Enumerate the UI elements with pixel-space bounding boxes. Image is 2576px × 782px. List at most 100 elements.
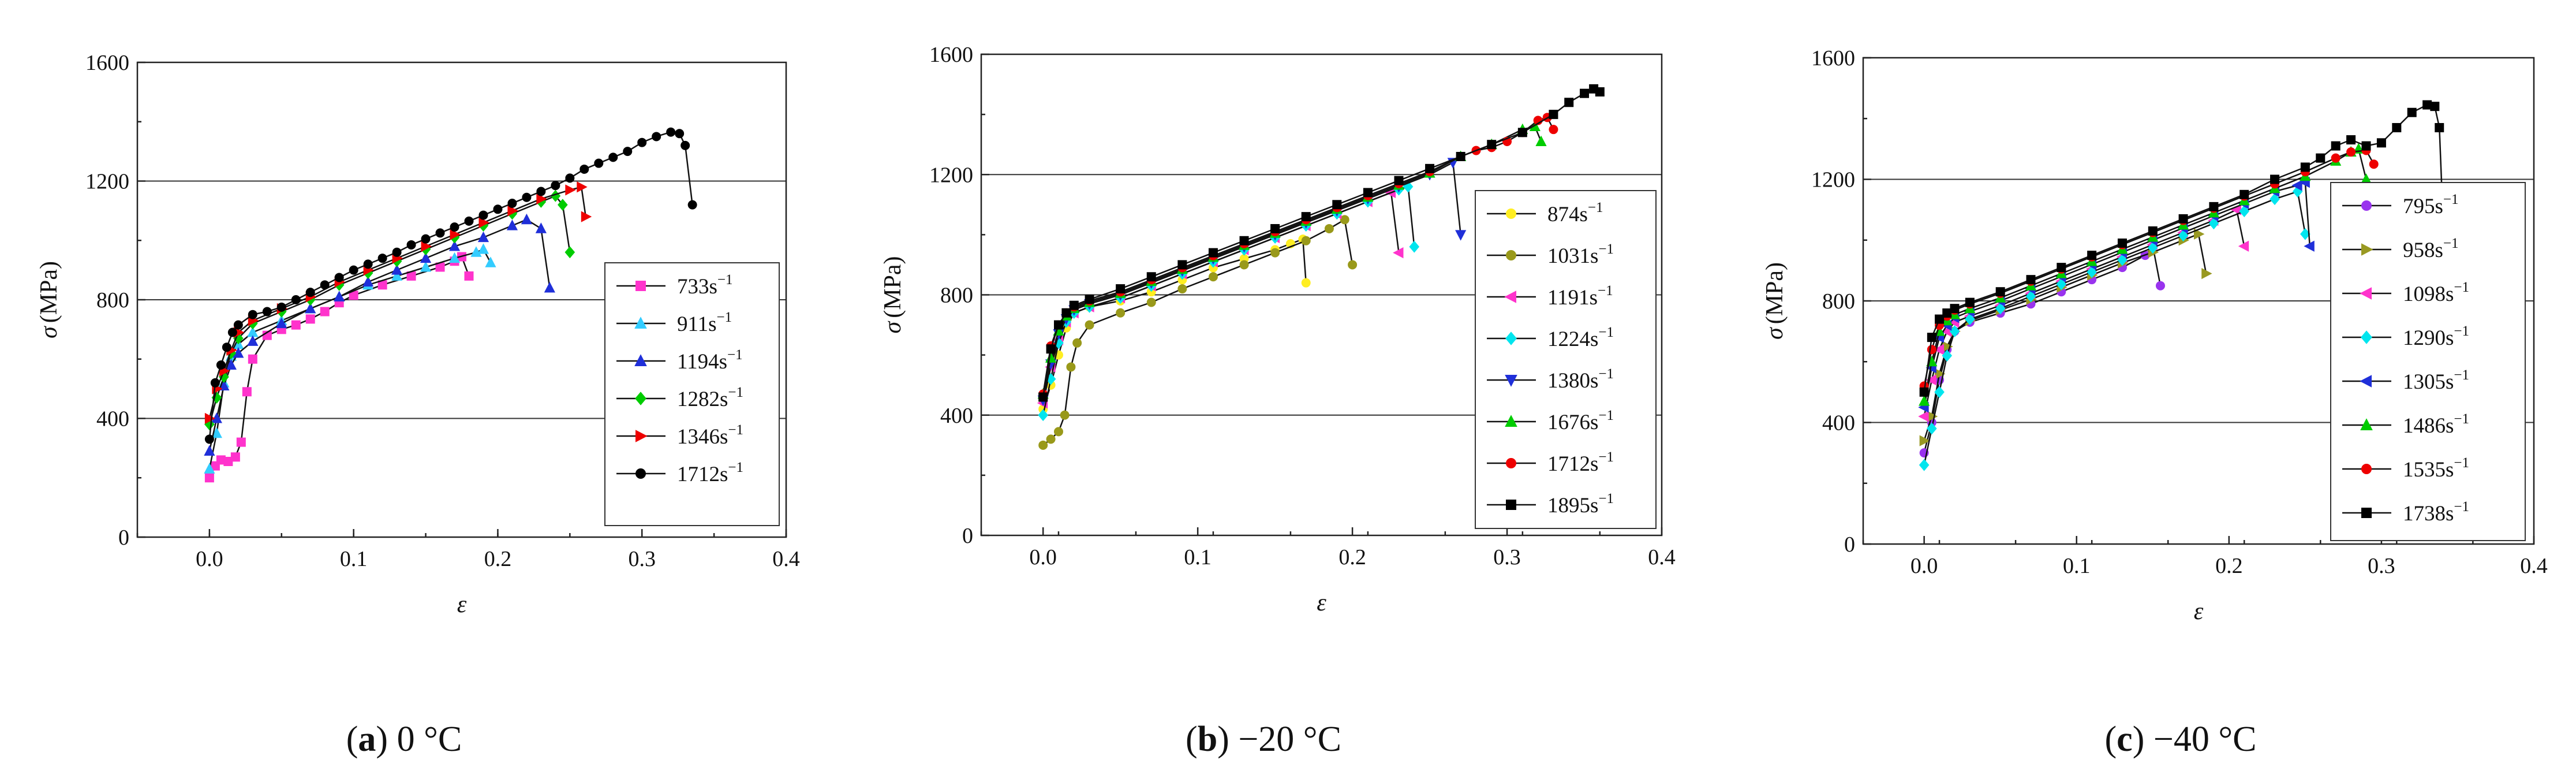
data-point [1061,308,1071,318]
data-point [211,427,222,438]
legend-marker [1506,500,1516,510]
data-point [1942,341,1953,352]
legend-rate: 795s [2403,195,2443,218]
data-point [506,219,518,230]
legend: 874s−11031s−11191s−11224s−11380s−11676s−… [1475,190,1657,529]
data-point [2155,281,2165,291]
data-point [485,256,496,267]
legend-rate-exponent: −1 [717,272,733,288]
y-tick-label: 1200 [85,170,129,194]
x-tick-label: 0.2 [1339,545,1366,569]
chart-panel-a: 0.0 0.1 0.2 0.3 0.4 0 400 800 1200 1600 ε σ (MPa) 733… [36,51,800,759]
series-line [208,218,551,452]
data-point [242,387,252,397]
data-point [1927,422,1937,435]
data-point [551,181,560,191]
legend-entry: 1676s−1 [1547,408,1614,434]
legend-rate: 1282s [677,388,728,411]
series-874s-b [1038,234,1311,414]
data-point [2422,100,2432,110]
legend-entry: 1535s−1 [2403,455,2469,482]
data-point [1942,308,1952,318]
chart-panel-c: 0.0 0.1 0.2 0.3 0.4 0 400 800 1200 1600 ε σ (MPa) 795… [1762,46,2548,759]
data-point [2346,135,2356,145]
legend-rate-exponent: −1 [2443,236,2459,251]
legend-marker [1506,208,1516,219]
data-point [1393,247,1404,259]
data-point [608,152,618,162]
data-point [1038,392,1048,402]
data-point [211,412,222,423]
data-point [1038,409,1048,422]
data-point [210,378,220,388]
data-point [1069,300,1079,310]
legend-box [604,262,780,526]
data-point [581,211,592,222]
y-tick-label: 0 [1844,532,1855,557]
legend-rate-exponent: −1 [1598,325,1614,340]
legend-rate: 958s [2403,239,2443,262]
caption-label: a [358,720,376,759]
data-point [1301,278,1311,288]
data-point [1177,284,1187,294]
caption-close-paren: ) [1217,720,1229,759]
data-point [334,291,345,301]
data-point [305,314,315,324]
y-tick-label: 1600 [1811,46,1855,70]
legend-entry: 1486s−1 [2403,411,2469,438]
series-line [1923,181,2311,408]
data-point [2209,202,2219,211]
panel-caption: (c) −40 °C [2105,720,2257,759]
legend-rate-exponent: −1 [2454,367,2469,383]
x-tick-label: 0.2 [2215,554,2243,578]
data-point [225,359,237,370]
data-point [579,164,589,174]
data-point [478,210,488,220]
legend-rate-exponent: −1 [1598,241,1614,257]
legend-rate-exponent: −1 [1598,408,1614,423]
data-point [2346,147,2356,157]
legend-entry: 1305s−1 [2403,367,2469,394]
y-tick-label: 1200 [1811,168,1855,192]
data-point [204,412,216,424]
data-point [377,280,387,290]
data-point [247,335,259,346]
data-point [233,320,243,330]
data-point [204,463,215,474]
caption-label: c [2117,720,2133,759]
data-point [2238,240,2249,252]
data-point [2304,240,2315,252]
data-point [2178,229,2189,242]
legend-marker [634,316,647,329]
y-axis-symbol: σ [36,325,62,338]
data-point [377,254,387,263]
legend-marker [1506,458,1516,468]
data-point [421,234,431,244]
data-point [1564,98,1574,107]
series-1346s-a [204,181,592,424]
data-point [291,295,301,304]
x-tick-label: 0.1 [2063,554,2091,578]
legend-marker [1504,291,1516,303]
series-1031s-b [1038,215,1358,450]
legend-marker [1505,332,1517,345]
data-point [204,473,214,483]
data-point [216,455,226,465]
y-tick-label: 1200 [929,163,973,187]
data-point [2316,153,2325,163]
legend-rate: 1676s [1547,411,1598,434]
series-line [1042,125,1542,394]
data-point [276,302,286,312]
y-tick-label: 400 [1822,411,1855,435]
legend-box [2330,182,2526,541]
data-point [1995,287,2005,297]
legend-rate: 1290s [2403,326,2454,350]
legend-rate: 1380s [1547,369,1598,393]
data-point [1926,374,1936,386]
data-point [435,228,445,238]
data-point [1116,308,1126,318]
data-point [1046,434,1056,444]
data-point [2230,204,2242,215]
data-point [1965,297,1975,307]
